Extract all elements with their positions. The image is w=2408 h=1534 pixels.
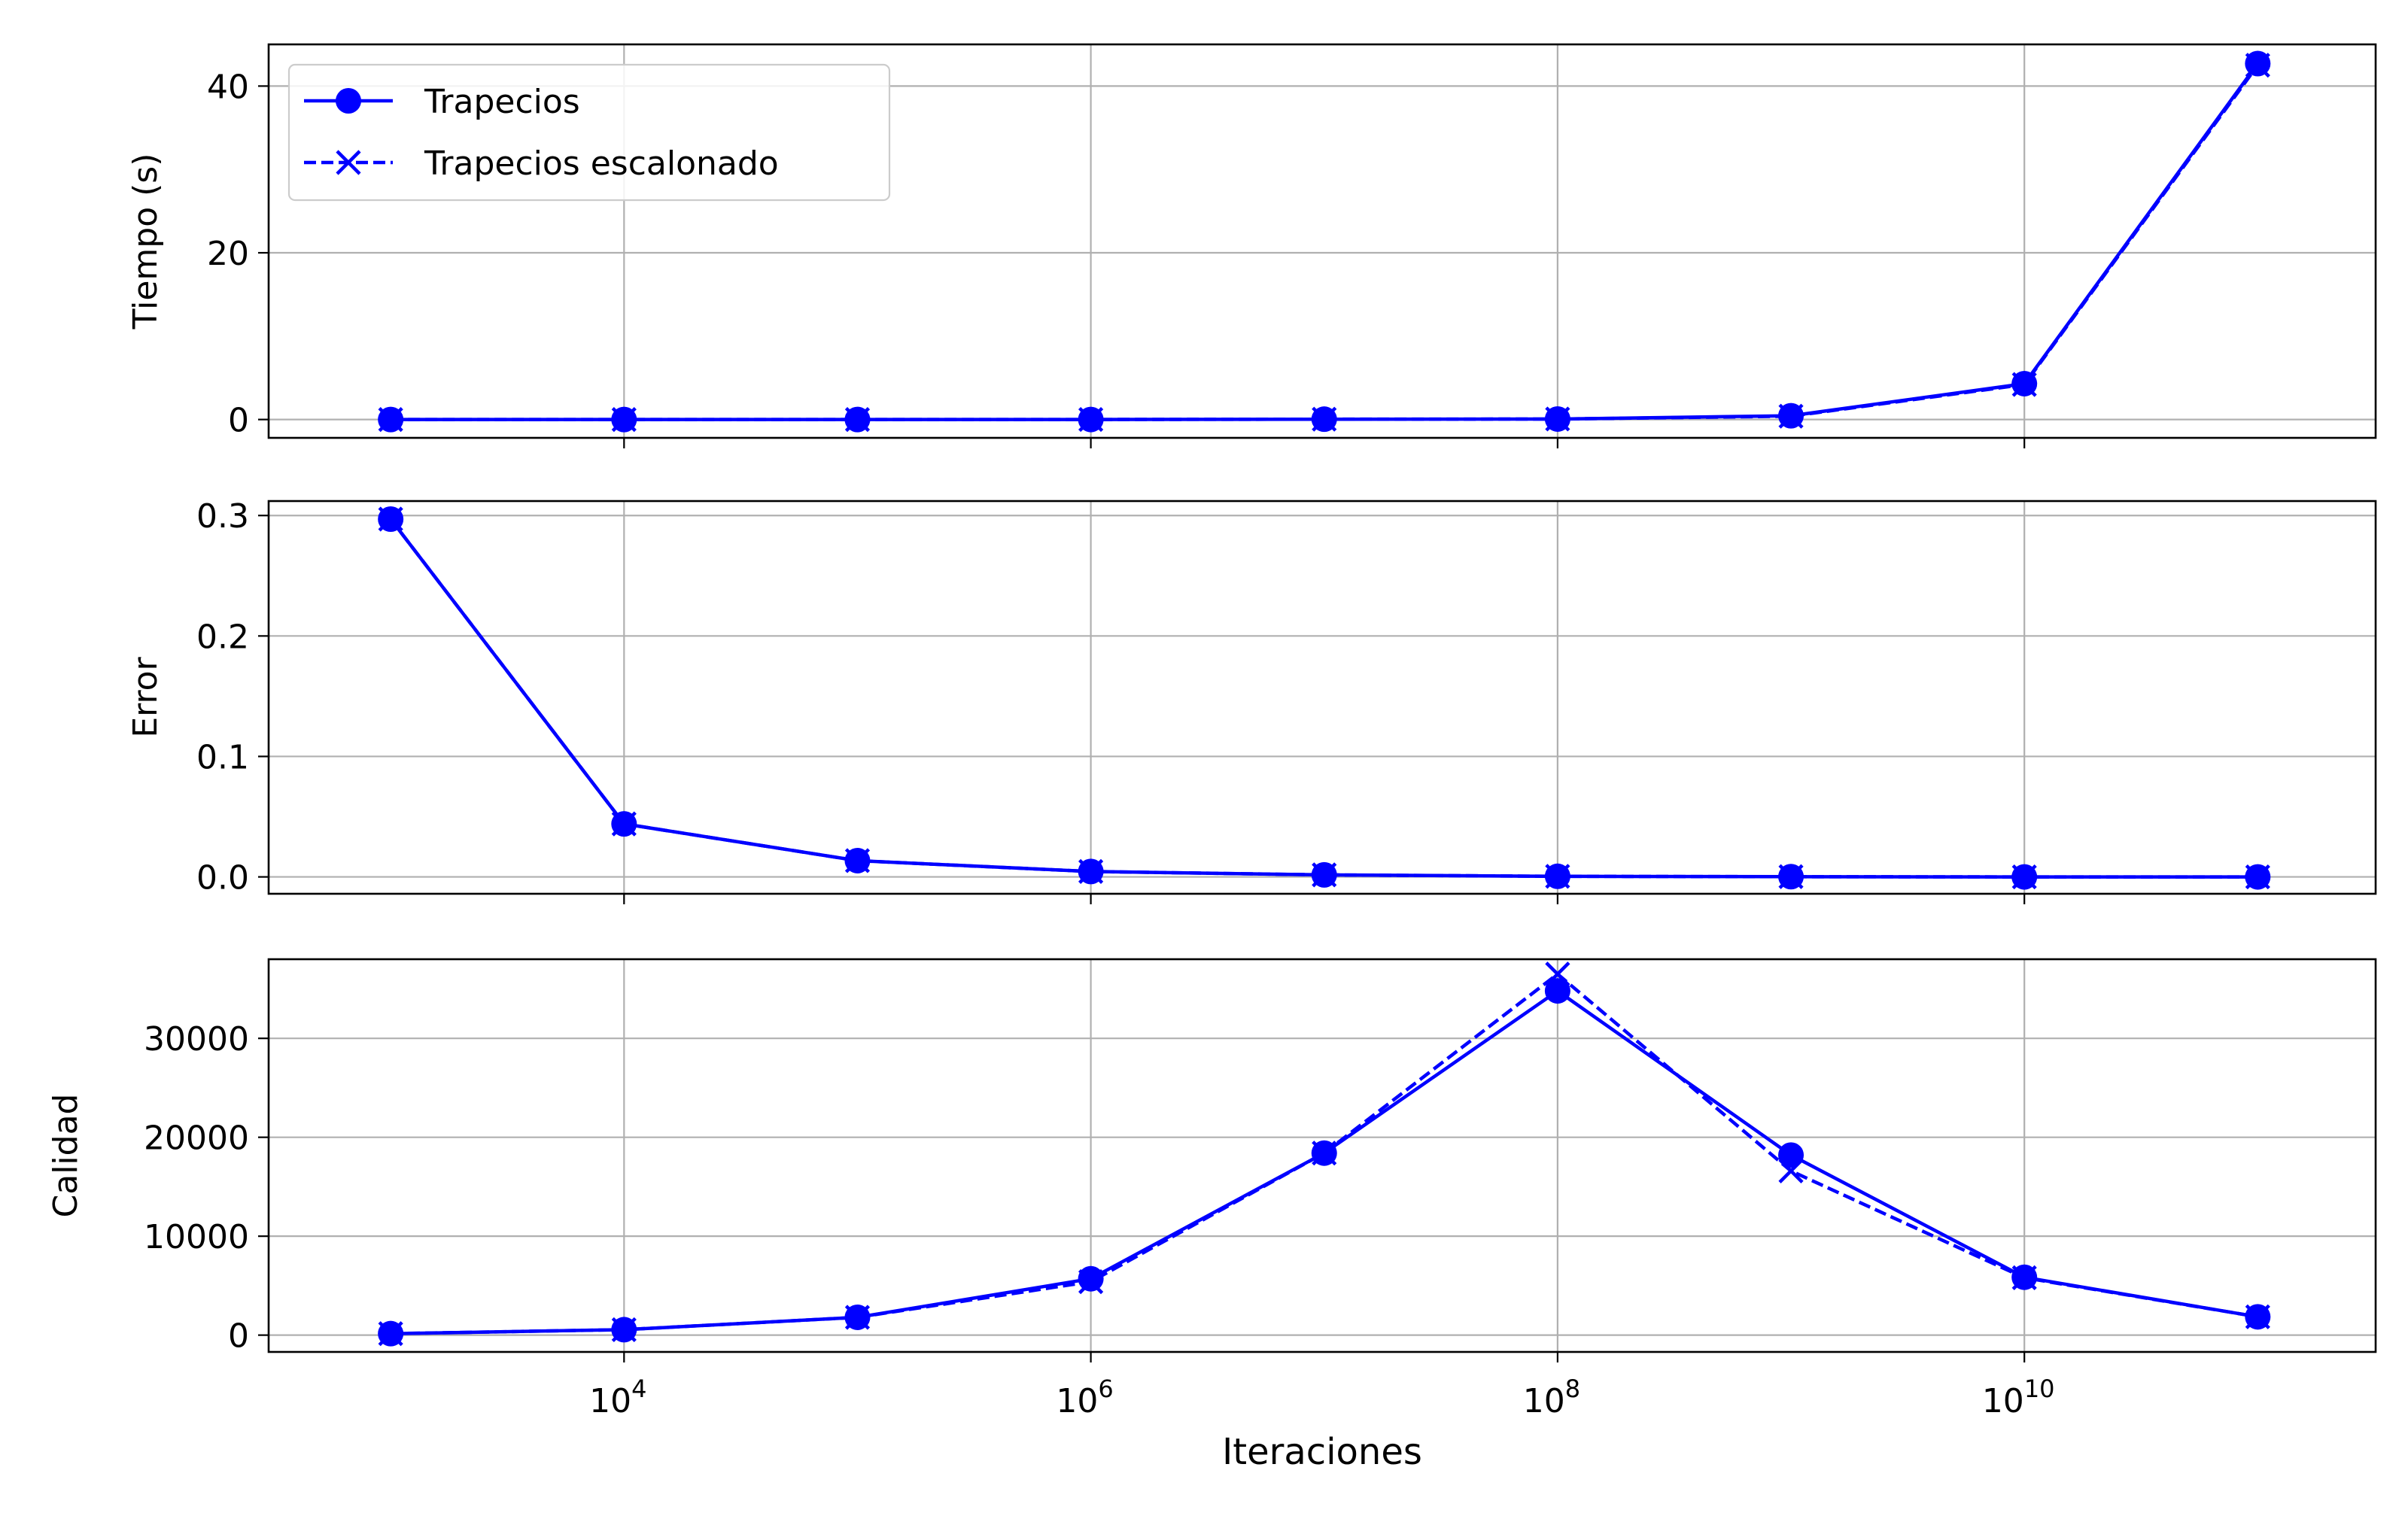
data-point-x [1778,1158,1804,1183]
data-point-x [2245,1304,2270,1329]
y-tick-label: 10000 [144,1218,249,1256]
data-point-x [1312,862,1337,888]
x-tick-labels: 104 106 108 1010 [589,1375,2054,1420]
data-point-x [1312,1141,1337,1166]
legend-marker-circle [336,88,361,114]
series-trapecios-escalonado [378,506,2270,890]
x-axis-label: Iteraciones [1222,1431,1422,1473]
data-point-circle [1544,978,1570,1004]
data-point-circle [1078,1265,1104,1292]
data-point-circle [1778,1142,1804,1168]
series-trapecios-escalonado [378,961,2270,1347]
legend-marker-x [336,150,361,175]
axes-frame [267,43,2377,439]
data-point-x [844,848,871,873]
legend-label: Trapecios [424,83,580,121]
axes-frame [267,500,2377,895]
series-trapecios-escalonado [378,53,2270,433]
legend-entry-2: Trapecios escalonado [304,144,779,183]
y-tick-label: 0.3 [196,497,249,536]
data-point-x [2011,1265,2037,1290]
data-point-x [2245,53,2270,78]
legend-entry-1: Trapecios [304,83,580,121]
x-tick-label: 1010 [1982,1375,2055,1420]
x-tick-label: 108 [1523,1375,1580,1420]
data-point-x [2011,864,2037,890]
y-tick-label: 0.0 [196,859,249,898]
legend-label: Trapecios escalonado [424,144,779,183]
data-point-x [844,1305,871,1330]
data-point-x [1778,864,1804,889]
axes-frame [267,958,2377,1353]
data-point-x [1778,403,1804,429]
data-point-x [2245,864,2270,890]
data-point-x [1545,406,1570,432]
data-point-x [378,1321,403,1347]
data-point-x [844,407,871,433]
y-tick-label: 40 [207,68,249,106]
chart-panel-1: 0 20 40 Tiempo (s) [126,43,2377,448]
data-point-x [1312,406,1337,432]
data-point-x [1545,864,1570,889]
data-point-x [378,407,403,433]
y-tick-label: 0.1 [196,738,249,776]
x-tick-label: 106 [1056,1375,1113,1420]
y-tick-label: 20000 [144,1119,249,1158]
y-tick-label: 0 [228,402,249,440]
data-point-x [378,506,403,532]
data-point-x [1078,1269,1104,1295]
chart-panels: 0 20 40 Tiempo (s) 0.0 0.1 0.2 0.3 Error 0 10000 20… [47,43,2377,1362]
y-tick-label: 0.2 [196,618,249,656]
y-axis-label: Tiempo (s) [126,153,165,330]
x-tick-label: 104 [589,1375,646,1420]
data-point-x [1078,858,1104,884]
y-tick-label: 30000 [144,1020,249,1059]
data-point-x [2011,372,2037,397]
legend-box [287,63,891,202]
legend: Trapecios Trapecios escalonado [287,63,891,202]
y-tick-label: 0 [228,1317,249,1356]
data-point-x [1078,406,1104,433]
chart-panel-3: 0 10000 20000 30000 Calidad [47,958,2377,1362]
y-axis-label: Error [126,656,165,737]
chart-panel-2: 0.0 0.1 0.2 0.3 Error [126,497,2377,904]
y-tick-label: 20 [207,235,249,273]
data-point-x [611,811,637,837]
data-point-x [1545,961,1570,987]
data-point-x [611,1317,637,1343]
y-axis-label: Calidad [47,1094,85,1218]
data-point-x [611,407,637,433]
